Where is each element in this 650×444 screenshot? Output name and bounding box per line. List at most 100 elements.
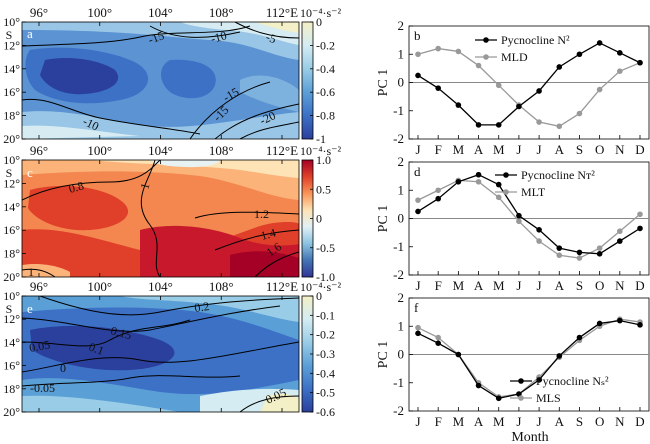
colorbar-tick-label: -1 bbox=[316, 132, 326, 146]
x-tick-label: M bbox=[493, 142, 505, 157]
map-y-tick-label: 12° bbox=[3, 38, 20, 52]
series-point bbox=[495, 181, 502, 188]
series-point bbox=[536, 238, 542, 244]
panel-letter: d bbox=[414, 164, 421, 179]
x-tick-label: S bbox=[576, 278, 583, 293]
x-tick-label: A bbox=[555, 278, 565, 293]
series-point bbox=[435, 334, 441, 341]
y-tick-label: 2 bbox=[398, 18, 405, 33]
contour-label: 0.05 bbox=[28, 338, 51, 355]
map-axes-a: 96° 100° 104° 108° 112°E 10° 12° 14° 16° 18° 20° S bbox=[3, 5, 298, 146]
x-tick-label: N bbox=[615, 278, 625, 293]
contour-label: 0.15 bbox=[109, 323, 133, 342]
y-tick-label: 1 bbox=[398, 46, 405, 61]
legend-label: MLT bbox=[521, 185, 546, 199]
legend-label: MLS bbox=[536, 391, 561, 405]
map-panel-e: 0.2 0.15 0.1 0.05 0 -0.05 0.05 e 96° 100°… bbox=[3, 279, 341, 419]
contour-labels-a: -15 -10 -5 -15 -10 -15 -20 bbox=[81, 28, 278, 133]
y-tick-label: 2 bbox=[398, 154, 405, 169]
map-y-tick-label: 14° bbox=[3, 62, 20, 76]
y-axis-title: PC 1 bbox=[376, 69, 391, 97]
x-tick-label: M bbox=[453, 414, 465, 429]
series-point bbox=[596, 40, 603, 46]
series-point bbox=[617, 238, 623, 244]
x-tick-label: S bbox=[576, 414, 583, 429]
colorbar-tick-label: 0 bbox=[316, 289, 322, 303]
colorbar-tick-label: -0.5 bbox=[316, 386, 335, 400]
series-line bbox=[417, 42, 641, 126]
x-tick-label: F bbox=[435, 414, 442, 429]
map-y-tick-label: 10° bbox=[3, 153, 20, 167]
y-tick-label: 1 bbox=[398, 318, 405, 333]
panel-letter-e: e bbox=[27, 301, 33, 316]
series-line bbox=[417, 318, 641, 398]
contour-labels-e: 0.2 0.15 0.1 0.05 0 -0.05 0.05 bbox=[28, 299, 288, 407]
series-point bbox=[415, 324, 421, 331]
series-point bbox=[495, 395, 502, 402]
map-y-tick-label: 18° bbox=[3, 247, 20, 261]
y-tick-label: 0 bbox=[398, 347, 405, 362]
x-tick-label: A bbox=[474, 414, 484, 429]
series-point bbox=[576, 255, 583, 261]
map-y-tick-label: 12° bbox=[3, 176, 20, 190]
colorbar-tick-label: -1.0 bbox=[316, 270, 335, 284]
map-x-tick-label: 96° bbox=[30, 143, 48, 158]
series-point bbox=[415, 208, 421, 215]
map-hemisphere-label: S bbox=[6, 28, 13, 42]
x-tick-label: J bbox=[516, 414, 521, 429]
legend-marker bbox=[483, 37, 489, 43]
panel-letter: b bbox=[414, 28, 421, 43]
colorbar-tick-label: -0.3 bbox=[316, 347, 335, 361]
series-point bbox=[455, 351, 462, 358]
contour-label: 0 bbox=[60, 361, 66, 375]
series-point bbox=[617, 68, 623, 74]
map-panel-c: 0.8 1 1.2 1.4 1.6 1 c 96° 100° 104° 108° 112… bbox=[3, 143, 341, 284]
series-point bbox=[455, 178, 462, 185]
colorbar-tick-label: -0.4 bbox=[316, 366, 335, 380]
line-chart-d: 210-1-2J F M A M J J A S O N DPC 1d Pycnocline Nᴛ²ML… bbox=[376, 154, 650, 293]
series-point bbox=[576, 249, 583, 256]
contour-label: -15 bbox=[221, 84, 242, 104]
y-tick-label: 2 bbox=[398, 290, 405, 305]
x-tick-label: J bbox=[415, 414, 420, 429]
map-y-tick-label: 18° bbox=[3, 109, 20, 123]
series-point bbox=[475, 382, 482, 389]
series-point bbox=[415, 197, 421, 203]
map-y-tick-label: 20° bbox=[3, 270, 20, 284]
series-point bbox=[576, 51, 583, 58]
map-y-tick-label: 12° bbox=[3, 312, 20, 326]
series-point bbox=[455, 102, 462, 108]
contour-label: -20 bbox=[257, 108, 277, 127]
series-point bbox=[475, 62, 482, 69]
series-line bbox=[417, 174, 641, 255]
series-line bbox=[417, 47, 641, 127]
series-point bbox=[536, 119, 542, 125]
series-point bbox=[516, 218, 522, 225]
x-tick-label: O bbox=[595, 278, 604, 293]
map-x-tick-label: 112°E bbox=[266, 143, 298, 158]
contour-label: 0.1 bbox=[87, 340, 106, 358]
x-tick-label: J bbox=[415, 278, 420, 293]
series-point bbox=[596, 245, 603, 251]
map-y-tick-label: 20° bbox=[3, 132, 20, 146]
colorbar-a: 0 -0.2 -0.4 -0.6 -0.8 -1 10⁻⁴·s⁻² bbox=[300, 6, 342, 146]
contour-label: -5 bbox=[264, 30, 278, 47]
series-point bbox=[556, 353, 563, 359]
map-x-tick-label: 104° bbox=[148, 143, 173, 158]
x-tick-label: S bbox=[576, 142, 583, 157]
series-point bbox=[435, 340, 441, 347]
colorbar-tick-label: -0.4 bbox=[316, 62, 335, 76]
colorbar-tick-label: 1.0 bbox=[316, 153, 331, 167]
colorbar-tick-label: -0.5 bbox=[316, 241, 335, 255]
contour-label: 0.8 bbox=[67, 178, 85, 195]
x-tick-label: F bbox=[435, 142, 442, 157]
x-tick-label: M bbox=[493, 414, 505, 429]
contour-label: 0.2 bbox=[193, 299, 210, 315]
y-axis-title: PC 1 bbox=[376, 341, 391, 369]
map-y-tick-label: 18° bbox=[3, 382, 20, 396]
series-point bbox=[495, 122, 502, 128]
legend-marker bbox=[503, 189, 509, 195]
map-y-tick-label: 10° bbox=[3, 15, 20, 29]
x-tick-label: N bbox=[615, 414, 625, 429]
y-axis-title: PC 1 bbox=[376, 205, 391, 233]
